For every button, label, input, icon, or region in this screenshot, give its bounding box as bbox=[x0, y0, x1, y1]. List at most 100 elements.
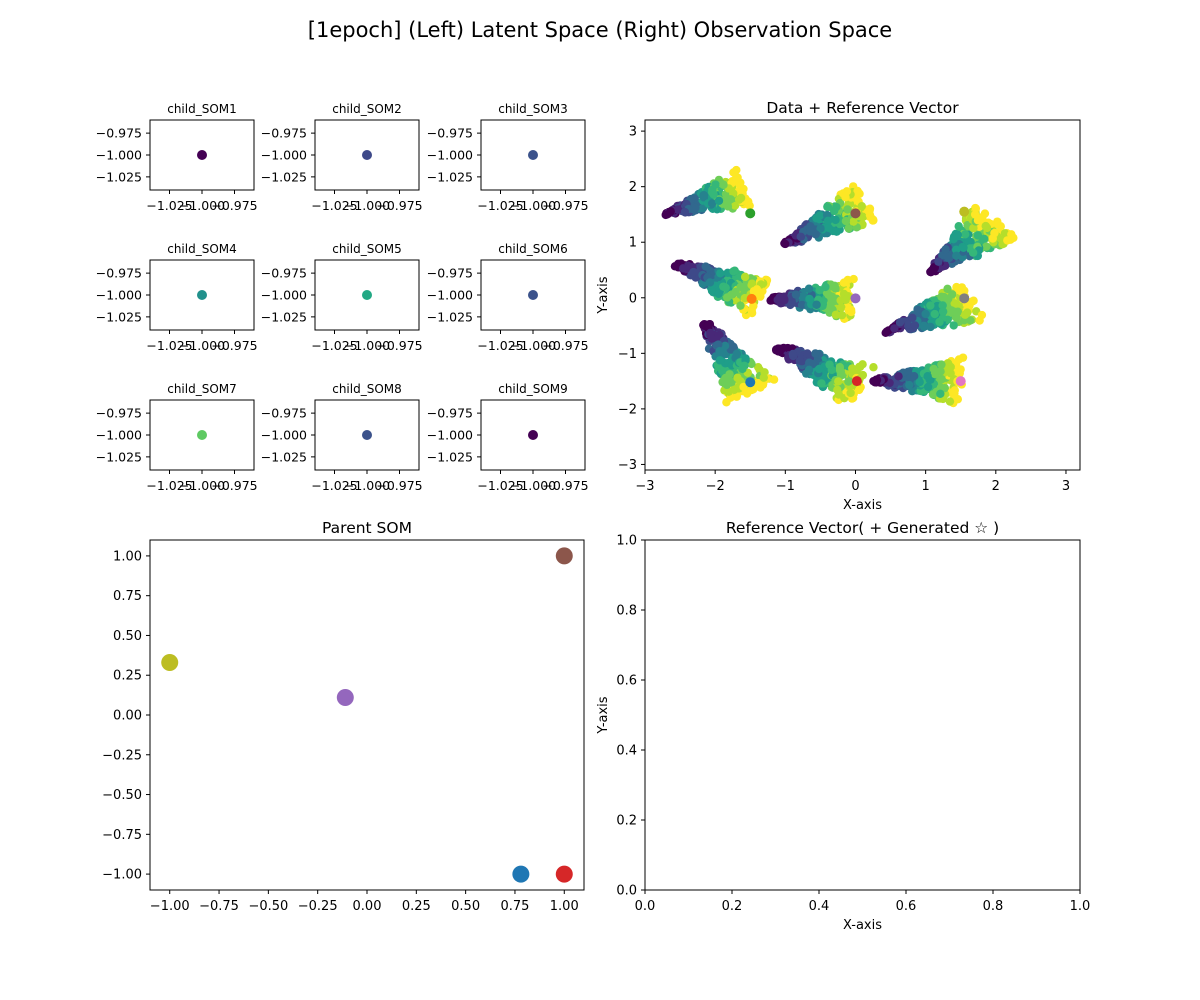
y-tick-label: −0.975 bbox=[427, 126, 473, 141]
axes-child1: −1.025−1.000−0.975−0.975−1.000−1.025chil… bbox=[96, 102, 258, 213]
y-tick-label: −1.025 bbox=[427, 169, 473, 184]
data-point bbox=[753, 287, 763, 296]
x-tick-label: 0 bbox=[851, 479, 859, 494]
x-tick-label: −0.975 bbox=[542, 338, 588, 353]
plot-marks bbox=[362, 290, 372, 300]
y-tick-label: −0.975 bbox=[96, 266, 142, 281]
x-tick-label: −0.975 bbox=[376, 198, 422, 213]
x-tick-label: 2 bbox=[992, 479, 1000, 494]
data-point bbox=[982, 223, 992, 233]
x-tick-label: 0.50 bbox=[451, 899, 480, 914]
y-tick-label: 0.8 bbox=[616, 604, 637, 619]
y-tick-label: −0.975 bbox=[261, 266, 307, 281]
y-tick-label: −1.000 bbox=[261, 288, 307, 303]
data-point bbox=[831, 215, 840, 225]
x-tick-label: −1.000 bbox=[179, 338, 225, 353]
data-point bbox=[715, 346, 724, 356]
data-point bbox=[528, 150, 538, 160]
data-point bbox=[739, 382, 748, 392]
x-tick-label: 0.75 bbox=[500, 899, 529, 914]
y-tick-label: 1.0 bbox=[616, 534, 637, 549]
y-tick-label: −0.975 bbox=[427, 266, 473, 281]
data-point bbox=[714, 289, 723, 299]
x-tick-label: −0.975 bbox=[211, 478, 257, 493]
data-point bbox=[705, 278, 715, 287]
data-point bbox=[882, 327, 891, 336]
data-point bbox=[788, 349, 797, 359]
data-point bbox=[945, 397, 955, 406]
data-point bbox=[943, 284, 952, 294]
data-point bbox=[937, 360, 946, 369]
data-point bbox=[848, 364, 857, 373]
data-point bbox=[836, 367, 846, 377]
axes-title: Data + Reference Vector bbox=[766, 99, 959, 117]
axes-title: child_SOM5 bbox=[332, 242, 402, 256]
y-tick-label: −1.000 bbox=[427, 148, 473, 163]
data-point bbox=[858, 370, 868, 380]
data-point bbox=[555, 865, 573, 883]
data-point bbox=[707, 334, 717, 343]
x-tick-label: −0.975 bbox=[542, 478, 588, 493]
plot-marks bbox=[197, 150, 207, 160]
data-point bbox=[829, 206, 839, 216]
data-point bbox=[775, 293, 784, 302]
axes-child8: −1.025−1.000−0.975−0.975−1.000−1.025chil… bbox=[261, 382, 423, 493]
data-point bbox=[825, 360, 834, 369]
x-tick-label: −1.025 bbox=[311, 338, 357, 353]
data-point bbox=[935, 317, 944, 327]
data-point bbox=[759, 373, 768, 382]
data-point bbox=[961, 230, 970, 239]
data-point bbox=[747, 306, 756, 315]
x-tick-label: −1.000 bbox=[179, 198, 225, 213]
data-point bbox=[756, 383, 765, 392]
data-point bbox=[937, 374, 946, 384]
data-point bbox=[815, 285, 824, 295]
data-point bbox=[771, 346, 781, 355]
axes-child5: −1.025−1.000−0.975−0.975−1.000−1.025chil… bbox=[261, 242, 423, 353]
reference-vector-point bbox=[959, 293, 970, 304]
data-point bbox=[707, 286, 717, 295]
data-point bbox=[952, 313, 961, 323]
y-tick-label: −2 bbox=[618, 402, 637, 417]
data-point bbox=[973, 216, 983, 225]
axes-title: child_SOM7 bbox=[167, 382, 237, 396]
x-tick-label: −1.025 bbox=[311, 198, 357, 213]
data-point bbox=[555, 547, 573, 565]
data-point bbox=[729, 267, 738, 276]
axes-title: child_SOM8 bbox=[332, 382, 402, 396]
y-tick-label: −1.025 bbox=[261, 169, 307, 184]
x-axis-label: X-axis bbox=[843, 918, 882, 933]
x-tick-label: −0.75 bbox=[199, 899, 239, 914]
x-tick-label: −1.025 bbox=[146, 198, 192, 213]
data-point bbox=[721, 283, 730, 292]
y-tick-label: 1 bbox=[629, 236, 637, 251]
data-point bbox=[937, 292, 946, 301]
data-point bbox=[952, 251, 961, 261]
data-point bbox=[949, 321, 958, 330]
x-tick-label: 0.00 bbox=[353, 899, 382, 914]
y-tick-label: −1.025 bbox=[261, 449, 307, 464]
axes-title: child_SOM6 bbox=[498, 242, 568, 256]
data-point bbox=[528, 290, 538, 300]
data-point bbox=[837, 303, 846, 312]
x-tick-label: 0.6 bbox=[896, 899, 917, 914]
plot-marks bbox=[661, 165, 1018, 408]
axes-frame bbox=[644, 119, 1081, 471]
y-tick-label: −0.975 bbox=[96, 126, 142, 141]
y-tick-label: 0.2 bbox=[616, 814, 637, 829]
y-tick-label: −0.975 bbox=[96, 406, 142, 421]
x-tick-label: −2 bbox=[706, 479, 725, 494]
data-point bbox=[805, 294, 814, 304]
data-point bbox=[817, 379, 826, 388]
y-tick-label: 0.50 bbox=[113, 629, 142, 644]
data-point bbox=[846, 388, 855, 398]
plot-marks bbox=[362, 150, 372, 160]
x-tick-label: −1.025 bbox=[477, 338, 523, 353]
data-point bbox=[720, 341, 730, 351]
data-point bbox=[938, 301, 947, 310]
y-tick-label: −1.000 bbox=[261, 148, 307, 163]
data-point bbox=[716, 269, 725, 278]
data-point bbox=[969, 223, 978, 233]
data-point bbox=[894, 372, 903, 381]
y-tick-label: −1 bbox=[618, 347, 637, 362]
